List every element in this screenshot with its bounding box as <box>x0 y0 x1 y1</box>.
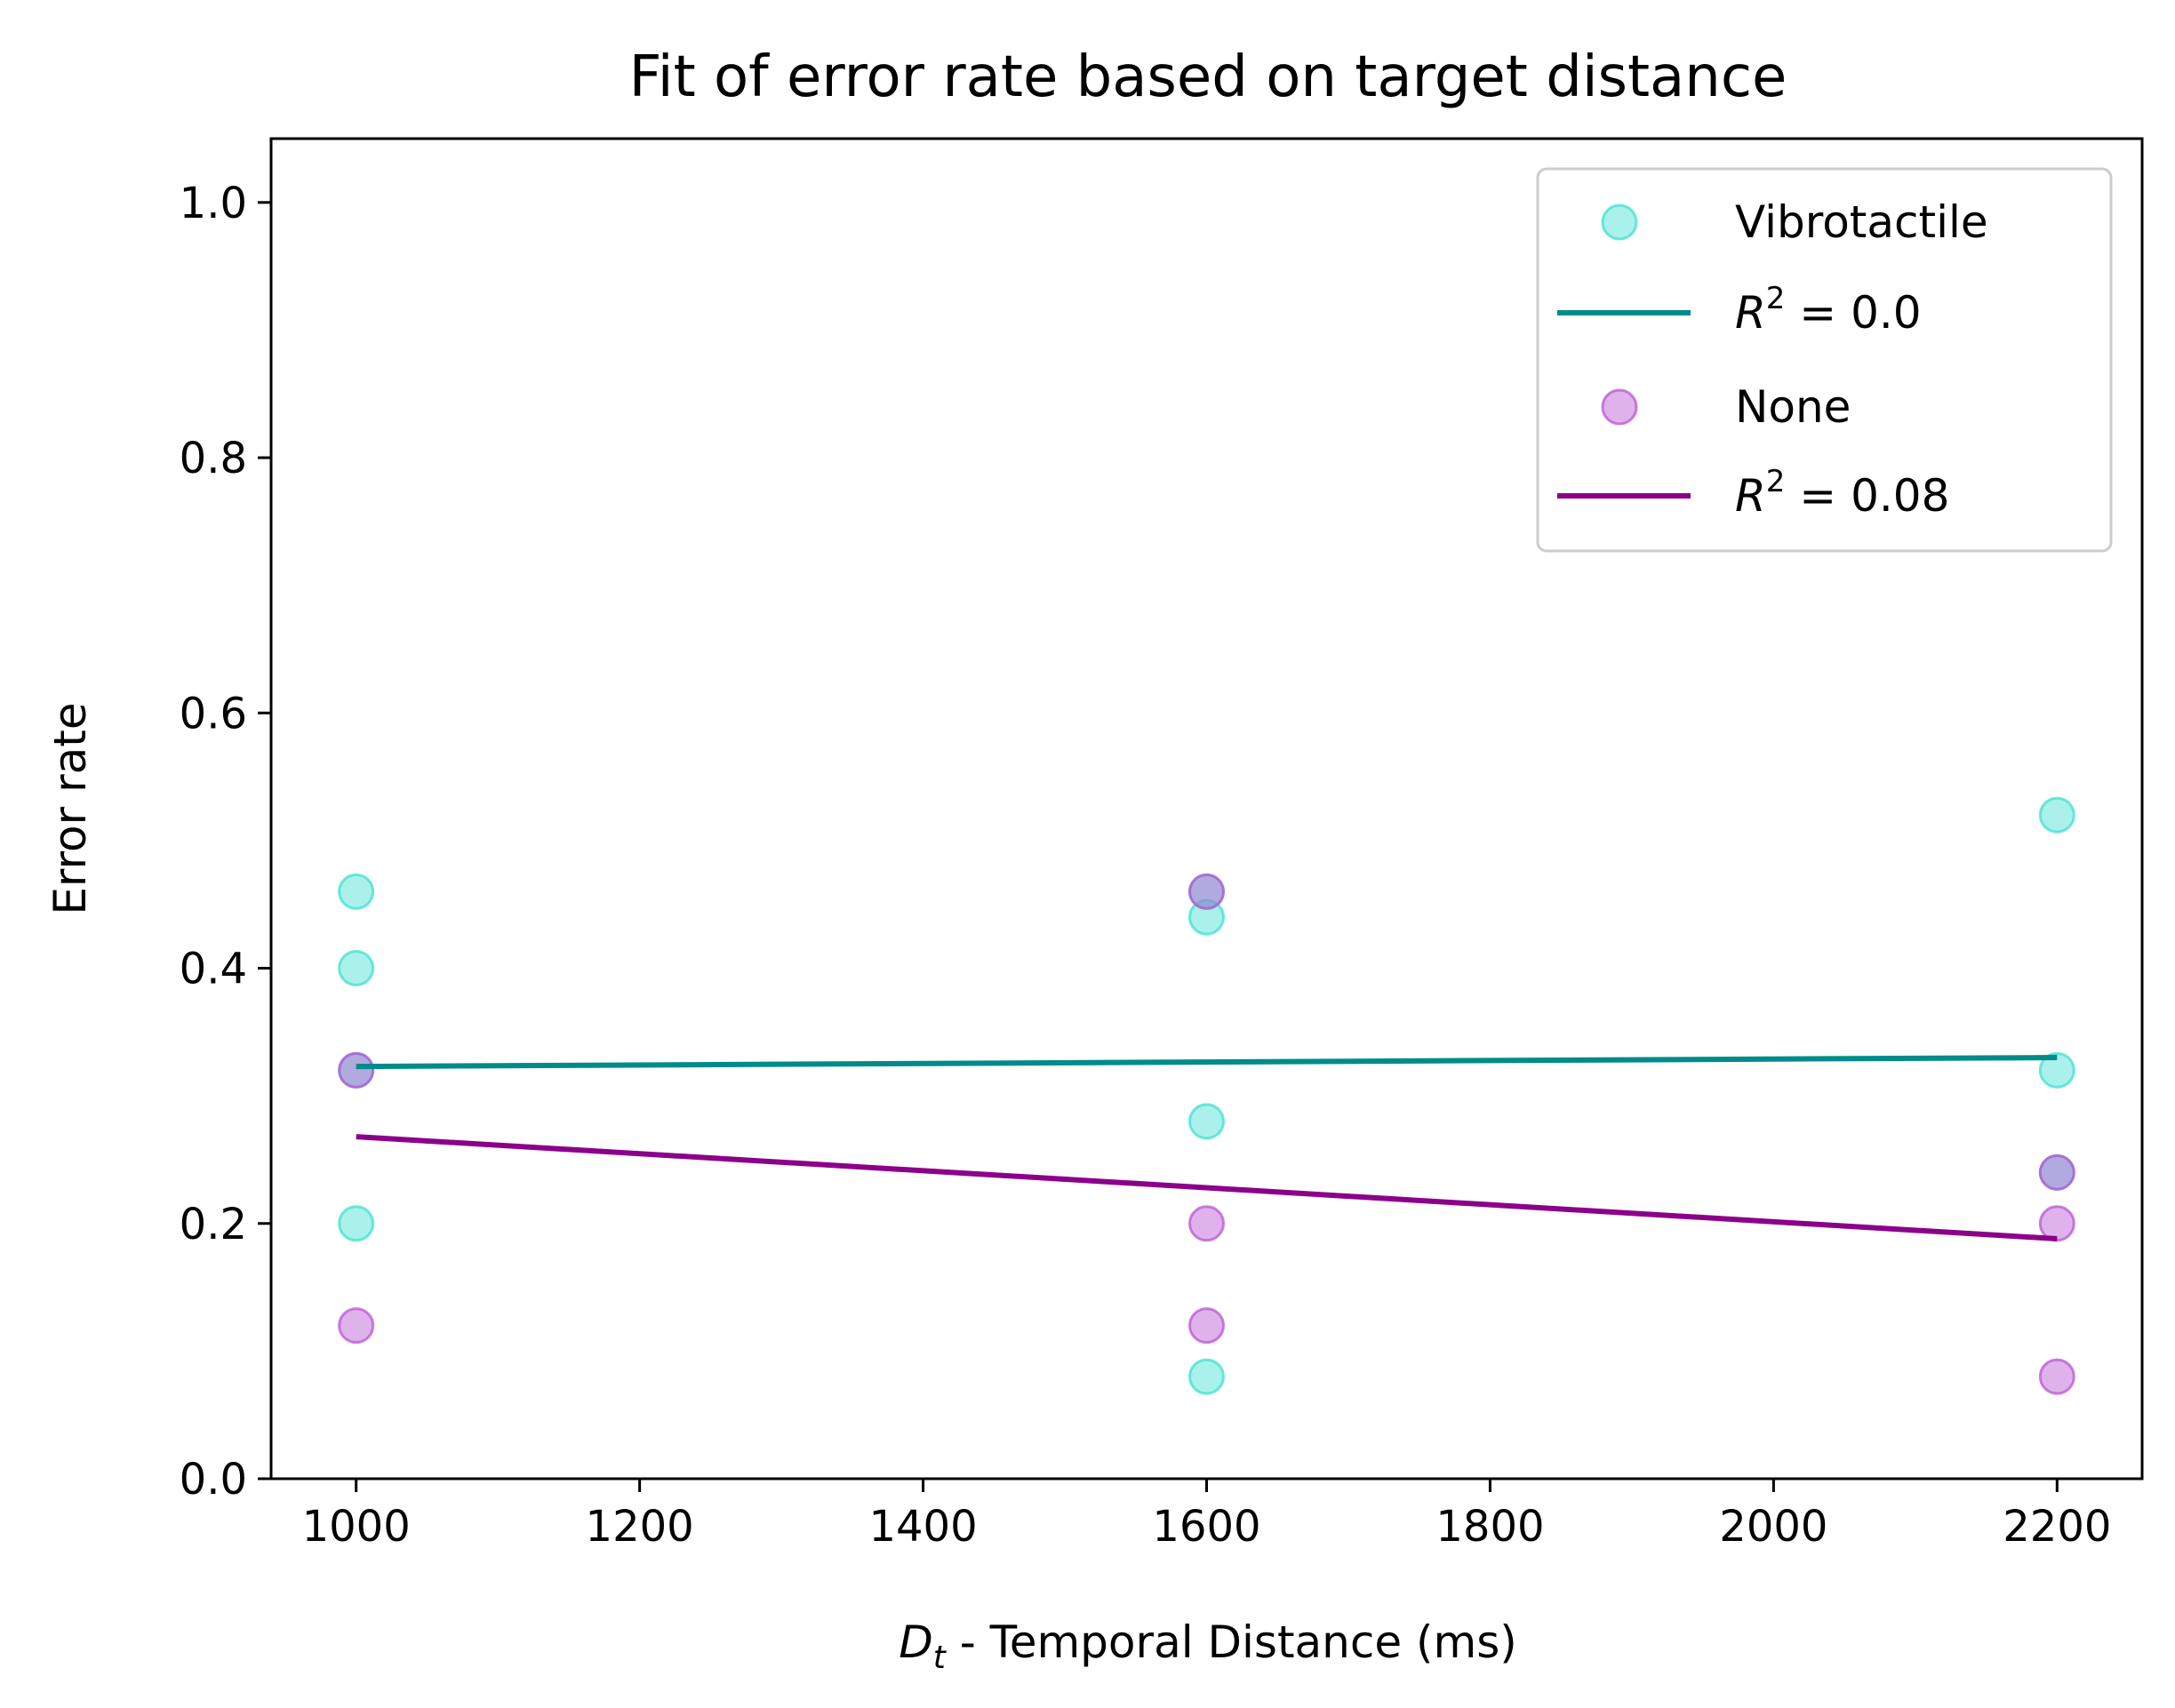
fit-line-none <box>356 1134 2058 1241</box>
point-none <box>2038 1205 2075 1242</box>
legend-label-vibrotactile: Vibrotactile <box>1735 196 1988 248</box>
points-layer <box>338 796 2075 1395</box>
x-tick-label: 2200 <box>2003 1502 2111 1552</box>
y-tick-label: 0.0 <box>180 1455 247 1504</box>
legend-label-none-fit-symbol: R <box>1735 470 1766 522</box>
fit-lines-layer <box>356 1055 2058 1241</box>
point-vibrotactile <box>2038 1051 2075 1089</box>
point-none <box>1188 873 1225 910</box>
point-none <box>1188 1307 1225 1345</box>
point-vibrotactile <box>1188 1358 1225 1395</box>
x-axis-label-subscript: t <box>933 1640 948 1676</box>
legend-label-vibrotactile-fit-text: = 0.0 <box>1785 287 1921 339</box>
chart-title: Fit of error rate based on target distan… <box>629 44 1787 110</box>
x-tick-label: 1400 <box>868 1502 977 1552</box>
y-tick-label: 0.8 <box>180 434 247 483</box>
y-axis-label: Error rate <box>44 702 96 914</box>
legend-marker-none <box>1601 388 1638 426</box>
legend-label-vibrotactile-fit-sup: 2 <box>1766 281 1786 316</box>
legend-box <box>1536 167 2113 553</box>
legend-label-none-fit-text: = 0.08 <box>1785 470 1949 522</box>
point-none <box>338 1307 375 1345</box>
y-tick-label: 1.0 <box>180 179 247 228</box>
x-axis-label-text: - Temporal Distance (ms) <box>946 1616 1517 1668</box>
y-axis: 0.0 0.2 0.4 0.6 0.8 1.0 <box>180 179 271 1504</box>
legend-marker-vibrotactile <box>1601 204 1638 241</box>
legend-label-none-fit-sup: 2 <box>1766 464 1786 499</box>
point-vibrotactile <box>338 950 375 987</box>
y-tick-label: 0.4 <box>180 945 247 994</box>
x-tick-label: 1600 <box>1152 1502 1260 1552</box>
point-none <box>1188 1205 1225 1242</box>
legend: Vibrotactile R2 = 0.0 None R2 = 0.08 <box>1536 167 2113 553</box>
y-tick-label: 0.2 <box>180 1200 247 1249</box>
x-axis-label-symbol: D <box>899 1616 933 1668</box>
legend-label-vibrotactile-fit: R2 = 0.0 <box>1735 281 1922 339</box>
x-tick-label: 1200 <box>586 1502 694 1552</box>
point-vibrotactile <box>338 1205 375 1242</box>
x-tick-label: 1000 <box>302 1502 411 1552</box>
point-vibrotactile <box>338 873 375 910</box>
point-vibrotactile <box>1188 1103 1225 1140</box>
fit-line-vibrotactile <box>356 1055 2058 1070</box>
point-vibrotactile <box>1188 898 1225 936</box>
legend-label-vibrotactile-fit-symbol: R <box>1735 287 1766 339</box>
x-axis-label: Dt - Temporal Distance (ms) <box>899 1616 1517 1676</box>
x-axis: 1000 1200 1400 1600 1800 2000 2200 <box>302 1479 2111 1552</box>
x-tick-label: 2000 <box>1719 1502 1827 1552</box>
point-none <box>2038 1358 2075 1395</box>
point-none <box>2038 1153 2075 1191</box>
point-none <box>338 1051 375 1089</box>
legend-label-none-fit: R2 = 0.08 <box>1735 464 1949 522</box>
legend-label-none: None <box>1735 381 1851 433</box>
y-tick-label: 0.6 <box>180 689 247 738</box>
x-tick-label: 1800 <box>1435 1502 1544 1552</box>
point-vibrotactile <box>2038 796 2075 834</box>
